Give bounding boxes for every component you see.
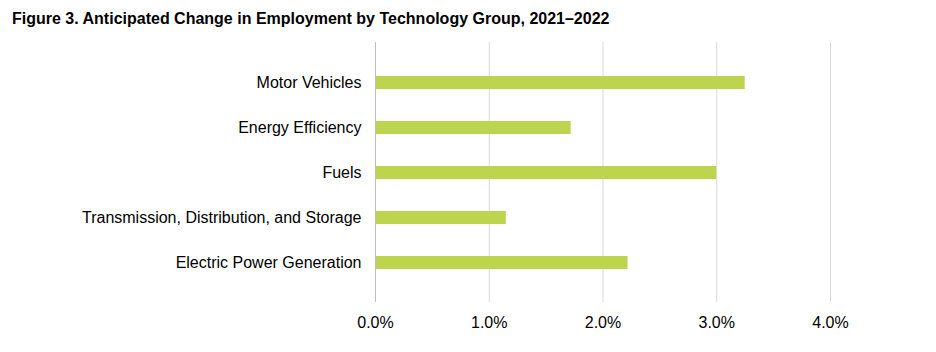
svg-text:Energy Efficiency: Energy Efficiency <box>238 119 361 136</box>
html-text:Figure 3. Anticipated Change i: Figure 3. Anticipated Change in Employme… <box>12 10 610 27</box>
svg-text:Electric Power Generation: Electric Power Generation <box>176 254 362 271</box>
svg-text:0.0%: 0.0% <box>357 314 393 331</box>
svg-text:Motor Vehicles: Motor Vehicles <box>257 74 362 91</box>
svg-text:2.0%: 2.0% <box>585 314 621 331</box>
svg-text:1.0%: 1.0% <box>471 314 507 331</box>
svg-text:Fuels: Fuels <box>322 164 361 181</box>
svg-text:3.0%: 3.0% <box>699 314 735 331</box>
svg-text:Transmission, Distribution, an: Transmission, Distribution, and Storage <box>82 209 362 226</box>
svg-text:4.0%: 4.0% <box>812 314 848 331</box>
